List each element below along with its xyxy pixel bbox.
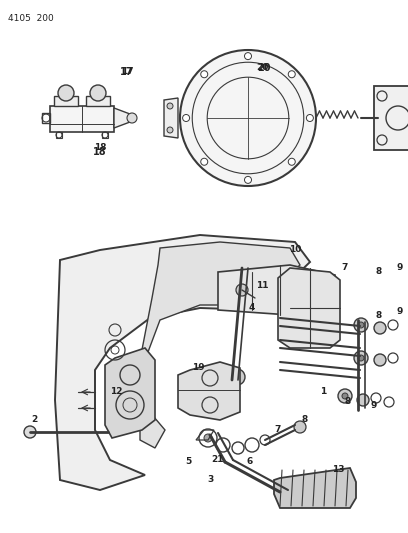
Polygon shape xyxy=(140,242,300,448)
Circle shape xyxy=(294,421,306,433)
Circle shape xyxy=(244,176,251,183)
Circle shape xyxy=(357,394,369,406)
Text: 18: 18 xyxy=(94,143,106,152)
Circle shape xyxy=(127,113,137,123)
Circle shape xyxy=(229,369,245,385)
Text: 2: 2 xyxy=(31,416,37,424)
Circle shape xyxy=(338,389,352,403)
Circle shape xyxy=(358,355,364,361)
Text: 17: 17 xyxy=(121,68,133,77)
Text: 20: 20 xyxy=(256,63,268,72)
Text: 4: 4 xyxy=(249,303,255,312)
Text: 8: 8 xyxy=(376,311,382,320)
Text: 8: 8 xyxy=(376,268,382,277)
Circle shape xyxy=(24,426,36,438)
Polygon shape xyxy=(278,268,340,348)
Polygon shape xyxy=(164,98,178,138)
Circle shape xyxy=(354,351,368,365)
Text: 9: 9 xyxy=(397,308,403,317)
Circle shape xyxy=(90,85,106,101)
Polygon shape xyxy=(54,96,78,106)
Circle shape xyxy=(288,158,295,165)
Text: 18: 18 xyxy=(93,147,107,157)
Text: 1: 1 xyxy=(320,387,326,397)
Polygon shape xyxy=(374,86,408,150)
Text: 20: 20 xyxy=(257,63,271,73)
Circle shape xyxy=(354,318,368,332)
Text: 4105  200: 4105 200 xyxy=(8,14,54,23)
Polygon shape xyxy=(105,348,155,438)
Circle shape xyxy=(236,284,248,296)
Circle shape xyxy=(58,85,74,101)
Circle shape xyxy=(167,127,173,133)
Text: 9: 9 xyxy=(371,401,377,410)
Circle shape xyxy=(342,393,348,399)
Text: 10: 10 xyxy=(289,246,301,254)
Text: 8: 8 xyxy=(302,416,308,424)
Text: 5: 5 xyxy=(185,457,191,466)
Circle shape xyxy=(183,115,190,122)
Text: 3: 3 xyxy=(207,475,213,484)
Circle shape xyxy=(358,322,364,328)
Polygon shape xyxy=(50,106,114,132)
Circle shape xyxy=(306,115,313,122)
Text: 12: 12 xyxy=(110,387,122,397)
Polygon shape xyxy=(55,235,310,490)
Text: 7: 7 xyxy=(275,425,281,434)
Text: 9: 9 xyxy=(397,262,403,271)
Circle shape xyxy=(167,103,173,109)
Text: 6: 6 xyxy=(247,457,253,466)
Text: 8: 8 xyxy=(345,398,351,407)
Circle shape xyxy=(288,71,295,78)
Circle shape xyxy=(374,322,386,334)
Circle shape xyxy=(201,158,208,165)
Circle shape xyxy=(201,71,208,78)
Text: 11: 11 xyxy=(256,281,268,290)
Circle shape xyxy=(180,50,316,186)
Polygon shape xyxy=(274,468,356,508)
Text: 17: 17 xyxy=(120,67,134,77)
Polygon shape xyxy=(114,108,130,128)
Circle shape xyxy=(244,53,251,60)
Text: 7: 7 xyxy=(342,263,348,272)
Polygon shape xyxy=(218,265,335,315)
Circle shape xyxy=(374,354,386,366)
Text: 21: 21 xyxy=(212,456,224,464)
Text: 13: 13 xyxy=(332,465,344,474)
Polygon shape xyxy=(178,362,240,420)
Text: 19: 19 xyxy=(192,364,204,373)
Polygon shape xyxy=(86,96,110,106)
Circle shape xyxy=(204,434,212,442)
